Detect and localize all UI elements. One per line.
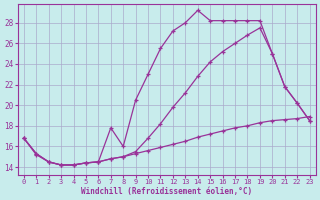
X-axis label: Windchill (Refroidissement éolien,°C): Windchill (Refroidissement éolien,°C) bbox=[81, 187, 252, 196]
